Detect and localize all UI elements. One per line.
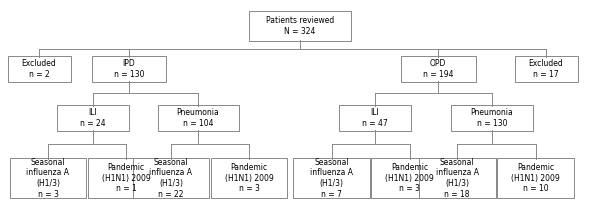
FancyBboxPatch shape	[91, 56, 166, 82]
Text: Excluded
n = 2: Excluded n = 2	[22, 59, 56, 79]
Text: Pneumonia
n = 104: Pneumonia n = 104	[176, 108, 220, 128]
Text: Patients reviewed
N = 324: Patients reviewed N = 324	[266, 16, 334, 36]
Text: Pandemic
(H1N1) 2009
n = 3: Pandemic (H1N1) 2009 n = 3	[385, 163, 434, 194]
FancyBboxPatch shape	[339, 105, 411, 131]
Text: Seasonal
influenza A
(H1/3)
n = 18: Seasonal influenza A (H1/3) n = 18	[436, 158, 479, 199]
Text: Seasonal
influenza A
(H1/3)
n = 3: Seasonal influenza A (H1/3) n = 3	[26, 158, 70, 199]
Text: Pandemic
(H1N1) 2009
n = 3: Pandemic (H1N1) 2009 n = 3	[224, 163, 274, 194]
FancyBboxPatch shape	[371, 158, 448, 198]
FancyBboxPatch shape	[249, 11, 351, 41]
FancyBboxPatch shape	[133, 158, 209, 198]
Text: Seasonal
influenza A
(H1/3)
n = 22: Seasonal influenza A (H1/3) n = 22	[149, 158, 193, 199]
Text: Pneumonia
n = 130: Pneumonia n = 130	[470, 108, 514, 128]
FancyBboxPatch shape	[7, 56, 71, 82]
Text: OPD
n = 194: OPD n = 194	[423, 59, 453, 79]
FancyBboxPatch shape	[451, 105, 533, 131]
FancyBboxPatch shape	[401, 56, 476, 82]
Text: IPD
n = 130: IPD n = 130	[114, 59, 144, 79]
Text: Pandemic
(H1N1) 2009
n = 1: Pandemic (H1N1) 2009 n = 1	[101, 163, 151, 194]
FancyBboxPatch shape	[57, 105, 129, 131]
Text: Pandemic
(H1N1) 2009
n = 10: Pandemic (H1N1) 2009 n = 10	[511, 163, 560, 194]
FancyBboxPatch shape	[88, 158, 164, 198]
FancyBboxPatch shape	[419, 158, 496, 198]
Text: Excluded
n = 17: Excluded n = 17	[529, 59, 563, 79]
Text: Seasonal
influenza A
(H1/3)
n = 7: Seasonal influenza A (H1/3) n = 7	[310, 158, 353, 199]
FancyBboxPatch shape	[497, 158, 574, 198]
Text: ILI
n = 47: ILI n = 47	[362, 108, 388, 128]
FancyBboxPatch shape	[293, 158, 370, 198]
FancyBboxPatch shape	[157, 105, 239, 131]
FancyBboxPatch shape	[515, 56, 577, 82]
FancyBboxPatch shape	[211, 158, 287, 198]
Text: ILI
n = 24: ILI n = 24	[80, 108, 106, 128]
FancyBboxPatch shape	[10, 158, 86, 198]
